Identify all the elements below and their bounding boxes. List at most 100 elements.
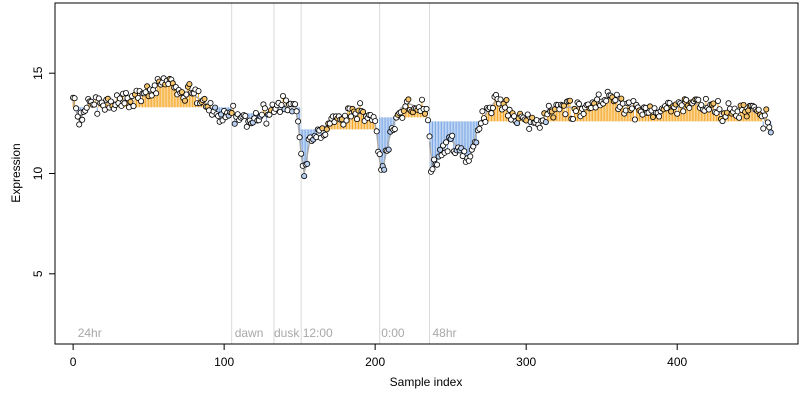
data-point-34	[121, 100, 128, 107]
data-point-139	[279, 93, 286, 100]
data-point-167	[322, 131, 329, 138]
data-point-287	[503, 97, 510, 104]
data-point-309	[536, 124, 543, 131]
data-point-414	[695, 96, 702, 103]
data-point-348	[595, 91, 602, 98]
data-point-372	[631, 116, 638, 123]
data-point-168	[323, 126, 330, 133]
data-point-441	[736, 114, 743, 121]
data-point-114	[242, 112, 249, 119]
data-point-302	[526, 125, 533, 132]
data-point-278	[489, 104, 496, 111]
data-point-331	[570, 116, 577, 123]
data-point-335	[576, 100, 583, 107]
data-point-370	[628, 105, 635, 112]
data-point-222	[405, 96, 412, 103]
data-point-14	[91, 101, 98, 108]
data-point-188	[353, 116, 360, 123]
data-point-200	[372, 118, 379, 125]
data-point-231	[418, 96, 425, 103]
data-point-269	[476, 125, 483, 132]
annotation-label-2: dusk	[274, 326, 300, 340]
data-point-149	[295, 118, 302, 125]
data-point-138	[278, 102, 285, 109]
data-point-179	[340, 121, 347, 128]
data-point-3	[74, 113, 81, 120]
data-point-2	[73, 105, 80, 112]
data-point-457	[760, 125, 767, 132]
data-point-462	[767, 129, 774, 136]
data-points	[70, 75, 774, 180]
data-point-454	[755, 106, 762, 113]
data-point-459	[763, 106, 770, 113]
data-point-444	[740, 102, 747, 109]
data-point-363	[618, 95, 625, 102]
x-axis-title: Sample index	[390, 375, 463, 389]
data-point-74	[181, 97, 188, 104]
data-point-184	[347, 113, 354, 120]
data-point-233	[421, 110, 428, 117]
data-point-408	[686, 104, 693, 111]
data-point-325	[560, 102, 567, 109]
data-point-54	[151, 82, 158, 89]
data-point-83	[195, 88, 202, 95]
data-point-247	[443, 139, 450, 146]
data-point-218	[399, 114, 406, 121]
data-point-106	[230, 102, 237, 109]
data-point-220	[402, 103, 409, 110]
data-point-326	[562, 111, 569, 118]
x-tick-label-3: 300	[516, 355, 536, 369]
data-point-371	[630, 98, 637, 105]
data-point-419	[702, 95, 709, 102]
data-point-40	[130, 103, 137, 110]
x-axis: 0 100 200 300 400	[70, 343, 688, 369]
y-axis-title: Expression	[9, 143, 23, 202]
data-point-318	[550, 114, 557, 121]
data-point-384	[650, 114, 657, 121]
data-point-147	[292, 101, 299, 108]
data-point-209	[385, 146, 392, 153]
data-point-31	[116, 95, 123, 102]
data-point-458	[761, 112, 768, 119]
annotation-label-3: 12:00	[303, 326, 333, 340]
data-point-236	[426, 133, 433, 140]
annotation-label-4: 0:00	[381, 326, 405, 340]
data-point-150	[296, 134, 303, 141]
data-point-396	[668, 108, 675, 115]
data-point-105	[228, 109, 235, 116]
data-point-315	[545, 102, 552, 109]
x-tick-label-2: 200	[365, 355, 385, 369]
data-point-360	[613, 91, 620, 98]
x-tick-label-1: 100	[214, 355, 234, 369]
data-point-16	[94, 110, 101, 117]
data-point-243	[437, 146, 444, 153]
data-point-267	[473, 139, 480, 146]
data-point-460	[764, 119, 771, 126]
data-point-400	[674, 110, 681, 117]
data-point-121	[252, 110, 259, 117]
x-tick-label-0: 0	[70, 355, 77, 369]
data-point-141	[283, 97, 290, 104]
data-point-273	[482, 118, 489, 125]
data-point-155	[304, 160, 311, 167]
data-point-421	[705, 106, 712, 113]
data-point-283	[497, 96, 504, 103]
y-tick-label-1: 10	[31, 167, 45, 181]
annotation-label-0: 24hr	[78, 326, 102, 340]
x-tick-label-4: 400	[667, 355, 687, 369]
data-point-55	[153, 90, 160, 97]
data-point-153	[301, 173, 308, 180]
data-point-277	[488, 110, 495, 117]
data-point-206	[381, 166, 388, 173]
data-point-393	[663, 105, 670, 112]
data-point-38	[127, 98, 134, 105]
data-point-1	[71, 95, 78, 102]
y-tick-label-0: 5	[31, 270, 45, 277]
data-point-288	[504, 112, 511, 119]
data-point-251	[449, 132, 456, 139]
data-point-94	[212, 104, 219, 111]
data-point-313	[542, 119, 549, 126]
data-point-404	[680, 108, 687, 115]
data-point-201	[373, 128, 380, 135]
